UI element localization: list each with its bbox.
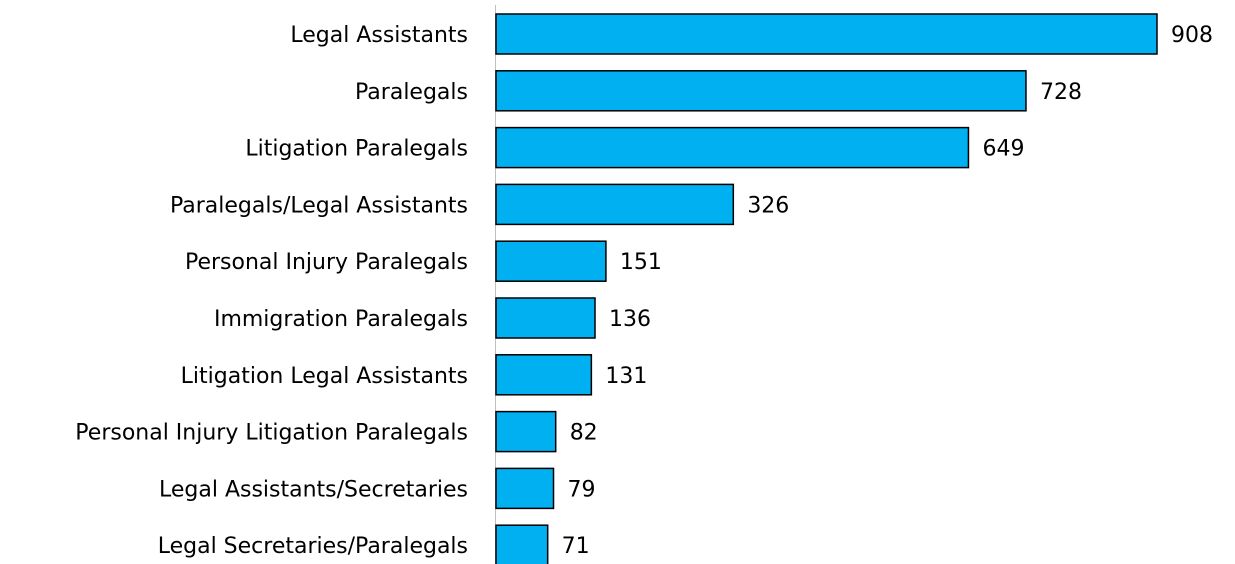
value-label: 131 — [605, 364, 647, 389]
bar — [495, 524, 549, 564]
value-label: 649 — [982, 137, 1024, 162]
category-label: Legal Assistants/Secretaries — [159, 477, 468, 502]
category-label: Paralegals/Legal Assistants — [170, 193, 468, 218]
value-label: 326 — [747, 193, 789, 218]
bar — [495, 70, 1027, 112]
category-label: Legal Assistants — [290, 23, 468, 48]
category-label: Legal Secretaries/Paralegals — [158, 534, 468, 559]
bar — [495, 240, 607, 282]
category-label: Litigation Legal Assistants — [181, 364, 468, 389]
value-label: 82 — [570, 421, 598, 446]
category-label: Personal Injury Litigation Paralegals — [75, 421, 468, 446]
bar — [495, 410, 557, 453]
bar — [495, 297, 596, 339]
category-label: Litigation Paralegals — [245, 137, 468, 162]
bar — [495, 183, 735, 226]
bar — [495, 467, 555, 510]
value-label: 136 — [609, 307, 651, 332]
value-label: 79 — [568, 477, 596, 502]
bar — [495, 13, 1158, 55]
value-label: 728 — [1040, 80, 1082, 105]
bar — [495, 354, 593, 396]
value-label: 71 — [562, 534, 590, 559]
bar — [495, 126, 970, 169]
category-label: Paralegals — [355, 80, 468, 105]
value-label: 908 — [1171, 23, 1213, 48]
value-label: 151 — [620, 250, 662, 275]
category-label: Immigration Paralegals — [214, 307, 468, 332]
category-label: Personal Injury Paralegals — [185, 250, 468, 275]
